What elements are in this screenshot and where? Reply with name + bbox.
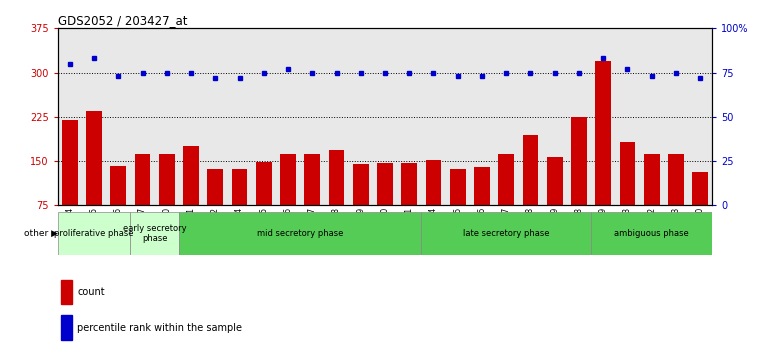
Bar — [474, 167, 490, 250]
Bar — [353, 164, 369, 250]
Bar — [595, 61, 611, 250]
Bar — [620, 142, 635, 250]
Text: ambiguous phase: ambiguous phase — [614, 229, 689, 238]
Text: GDS2052 / 203427_at: GDS2052 / 203427_at — [58, 14, 187, 27]
Bar — [401, 163, 417, 250]
Bar — [179, 212, 421, 255]
Bar — [58, 212, 130, 255]
Bar — [207, 169, 223, 250]
Bar — [304, 154, 320, 250]
Bar — [130, 212, 179, 255]
Bar — [668, 154, 684, 250]
Bar — [547, 157, 563, 250]
Bar — [183, 146, 199, 250]
Bar — [256, 162, 272, 250]
Bar — [232, 169, 247, 250]
Text: mid secretory phase: mid secretory phase — [257, 229, 343, 238]
Bar — [110, 166, 126, 250]
Bar — [426, 160, 441, 250]
Text: percentile rank within the sample: percentile rank within the sample — [77, 323, 243, 333]
Bar — [61, 280, 72, 304]
Bar — [61, 315, 72, 340]
Bar — [571, 117, 587, 250]
Bar — [421, 212, 591, 255]
Bar — [159, 154, 175, 250]
Bar — [329, 150, 344, 250]
Bar — [692, 172, 708, 250]
Bar — [86, 111, 102, 250]
Bar — [450, 169, 466, 250]
Text: early secretory
phase: early secretory phase — [123, 224, 186, 243]
Bar — [377, 163, 393, 250]
Bar — [62, 120, 78, 250]
Bar — [591, 212, 712, 255]
Bar — [280, 154, 296, 250]
Text: other ▶: other ▶ — [24, 229, 58, 238]
Text: late secretory phase: late secretory phase — [463, 229, 550, 238]
Bar — [135, 154, 150, 250]
Bar — [523, 135, 538, 250]
Bar — [644, 154, 660, 250]
Bar — [498, 154, 514, 250]
Text: count: count — [77, 287, 105, 297]
Text: proliferative phase: proliferative phase — [55, 229, 134, 238]
